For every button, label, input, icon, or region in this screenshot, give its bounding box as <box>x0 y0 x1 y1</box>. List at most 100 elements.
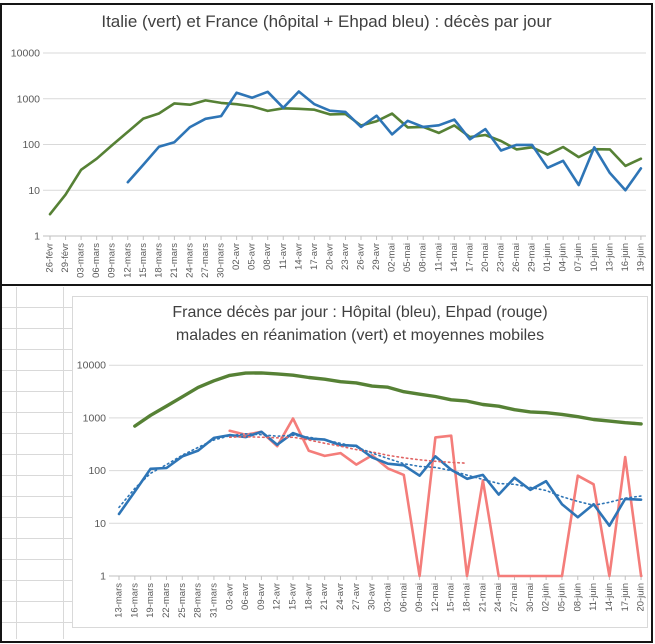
x-axis-label: 05-avr <box>247 243 258 270</box>
y-axis-label: 100 <box>88 465 106 477</box>
x-axis-label: 27-mars <box>200 243 211 278</box>
x-axis-label: 27-avr <box>351 583 362 610</box>
x-axis-label: 26-mai <box>511 243 522 272</box>
x-axis-label: 20-mai <box>480 243 491 272</box>
x-axis-label: 09-mars <box>107 243 118 278</box>
bottom-chart-title-line1: France décès par jour : Hôpital (bleu), … <box>172 304 548 321</box>
y-axis-label: 10 <box>28 185 40 197</box>
x-axis-label: 11-juin <box>588 583 599 611</box>
y-axis-label: 1 <box>100 571 106 583</box>
x-axis-label: 18-avr <box>303 583 314 610</box>
x-axis-label: 05-mai <box>402 243 413 272</box>
x-axis-label: 15-avr <box>288 583 299 610</box>
x-axis-label: 17-mai <box>464 243 475 272</box>
x-axis-label: 20-avr <box>324 243 335 270</box>
x-axis-label: 18-mai <box>462 583 473 612</box>
x-axis-label: 09-avr <box>256 583 267 610</box>
y-axis-label: 1 <box>34 231 40 243</box>
bottom-chart-title-line2: malades en réanimation (vert) et moyenne… <box>175 327 545 344</box>
x-axis-label: 13-mars <box>114 583 125 618</box>
x-axis-label: 29-avr <box>371 243 382 270</box>
x-axis-label: 24-mai <box>493 583 504 612</box>
top-chart-plot[interactable]: 10000 1000 100 10 1 26-févr 29-févr 03-mars 06-m… <box>2 3 651 284</box>
bottom-chart-title: France décès par jour : Hôpital (bleu), … <box>72 301 648 347</box>
x-axis-label: 01-juin <box>542 243 553 272</box>
x-axis-label: 11-avr <box>278 243 289 269</box>
series-ehpad <box>228 417 643 578</box>
x-axis-label: 03-avr <box>224 583 235 610</box>
x-axis-label: 25-mars <box>177 583 188 618</box>
x-axis-label: 30-mai <box>525 583 536 612</box>
x-axis-label: 07-juin <box>573 243 584 272</box>
x-axis-label: 04-juin <box>558 243 569 272</box>
x-axis-label: 30-avr <box>367 583 378 610</box>
x-axis-label: 16-mars <box>129 583 140 618</box>
y-axis-label: 10 <box>94 518 106 530</box>
x-axis-label: 14-mai <box>449 243 460 272</box>
cell-column-line <box>63 287 64 639</box>
bottom-chart-plot[interactable]: 10000 1000 100 10 1 13-mars 16-mars 19-mars 22-m… <box>73 297 647 627</box>
x-axis-label: 15-mars <box>138 243 149 278</box>
cell-column-line <box>16 287 17 639</box>
x-axis-label: 12-mai <box>430 583 441 612</box>
worksheet-cells[interactable] <box>2 287 72 639</box>
x-axis-label: 12-avr <box>272 583 283 610</box>
x-axis-label: 17-juin <box>620 583 631 612</box>
chart-divider <box>0 284 653 286</box>
x-axis-label: 18-mars <box>153 243 164 278</box>
bottom-chart[interactable]: 10000 1000 100 10 1 13-mars 16-mars 19-mars 22-m… <box>72 296 648 628</box>
series-moyenne-mobile-h-pital <box>118 433 642 509</box>
x-axis-label: 06-mars <box>91 243 102 278</box>
x-axis-label: 19-mars <box>145 583 156 618</box>
x-axis-label: 29-mai <box>527 243 538 272</box>
x-axis-label: 24-mars <box>184 243 195 278</box>
x-axis-label: 21-mars <box>169 243 180 278</box>
top-chart-title: Italie (vert) et France (hôpital + Ehpad… <box>101 12 552 31</box>
x-axis-label: 28-mars <box>193 583 204 618</box>
x-axis-label: 30-mars <box>216 243 227 278</box>
x-axis-label: 03-mai <box>382 583 393 612</box>
series-h-pital <box>117 430 643 527</box>
x-axis-label: 22-mars <box>161 583 172 618</box>
x-axis-label: 06-avr <box>240 583 251 610</box>
x-axis-label: 17-avr <box>309 243 320 270</box>
y-axis-label: 10000 <box>77 360 106 372</box>
x-axis-label: 02-avr <box>231 243 242 270</box>
x-axis-label: 08-mai <box>418 243 429 272</box>
y-axis-label: 1000 <box>17 93 41 105</box>
x-axis-label: 23-mai <box>495 243 506 272</box>
y-axis-label: 10000 <box>11 48 40 60</box>
y-axis-label: 100 <box>22 139 40 151</box>
x-axis-label: 11-mai <box>433 243 444 271</box>
x-axis-label: 12-mars <box>122 243 133 278</box>
x-axis-label: 10-juin <box>589 243 600 272</box>
x-axis-label: 14-juin <box>604 583 615 612</box>
x-axis-label: 26-avr <box>356 243 367 270</box>
x-axis-label: 08-avr <box>262 243 273 270</box>
x-axis-label: 27-mai <box>509 583 520 612</box>
series-malades-en-r-animation <box>133 371 643 428</box>
x-axis-label: 03-mars <box>76 243 87 278</box>
x-axis-label: 02-juin <box>541 583 552 612</box>
series-moyenne-mobile-ehpad <box>228 435 468 464</box>
x-axis-label: 15-mai <box>446 583 457 612</box>
x-axis-label: 21-avr <box>319 583 330 610</box>
x-axis-label: 23-avr <box>340 243 351 270</box>
x-axis-label: 31-mars <box>208 583 219 618</box>
x-axis-label: 14-avr <box>293 243 304 270</box>
x-axis-label: 06-mai <box>398 583 409 612</box>
x-axis-label: 02-mai <box>387 243 398 272</box>
x-axis-label: 16-juin <box>620 243 631 272</box>
x-axis-label: 20-juin <box>636 583 647 612</box>
x-axis-label: 13-juin <box>604 243 615 272</box>
x-axis-label: 26-févr <box>45 243 56 273</box>
series-italie <box>48 99 643 216</box>
x-axis-label: 29-févr <box>60 243 71 273</box>
x-axis-label: 24-avr <box>335 583 346 610</box>
y-axis-label: 1000 <box>83 412 107 424</box>
x-axis-label: 21-mai <box>477 583 488 612</box>
series-france-h-pital-ehpad- <box>126 90 643 192</box>
x-axis-label: 19-juin <box>635 243 646 272</box>
x-axis-label: 09-mai <box>414 583 425 612</box>
